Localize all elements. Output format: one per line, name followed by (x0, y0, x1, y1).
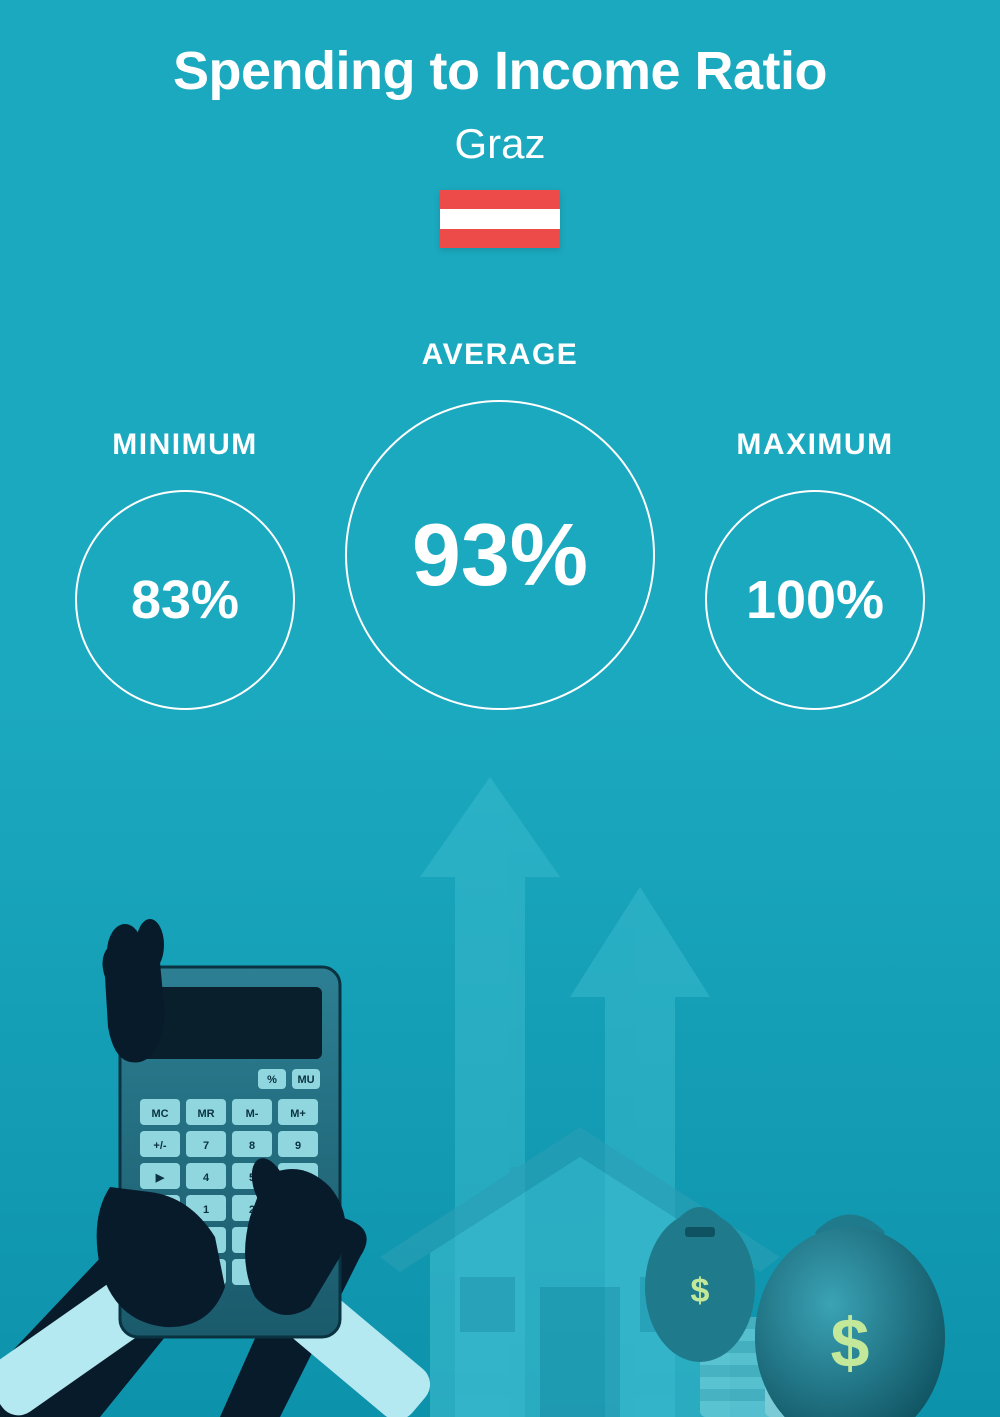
stat-average-label: AVERAGE (422, 338, 579, 372)
flag-stripe-middle (440, 209, 560, 228)
stat-average-value: 93% (412, 504, 588, 606)
stat-maximum-value: 100% (746, 569, 884, 631)
stat-minimum-circle: 83% (75, 490, 295, 710)
stat-minimum: MINIMUM 83% (75, 428, 295, 710)
stat-maximum-circle: 100% (705, 490, 925, 710)
stat-average: AVERAGE 93% (345, 338, 655, 710)
stat-minimum-value: 83% (131, 569, 239, 631)
stat-maximum: MAXIMUM 100% (705, 428, 925, 710)
stats-row: MINIMUM 83% AVERAGE 93% MAXIMUM 100% (0, 338, 1000, 710)
city-name: Graz (0, 120, 1000, 168)
stat-maximum-label: MAXIMUM (736, 428, 893, 462)
page-title: Spending to Income Ratio (0, 40, 1000, 102)
austria-flag-icon (440, 190, 560, 248)
stat-minimum-label: MINIMUM (112, 428, 257, 462)
flag-stripe-bottom (440, 229, 560, 248)
flag-stripe-top (440, 190, 560, 209)
stat-average-circle: 93% (345, 400, 655, 710)
